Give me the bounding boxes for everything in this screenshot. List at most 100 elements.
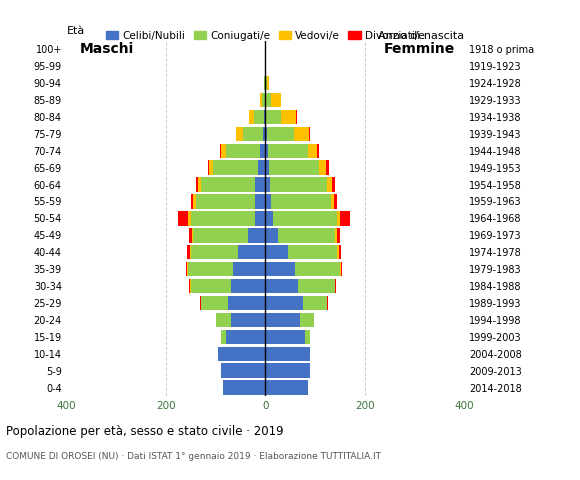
Text: COMUNE DI OROSEI (NU) · Dati ISTAT 1° gennaio 2019 · Elaborazione TUTTITALIA.IT: COMUNE DI OROSEI (NU) · Dati ISTAT 1° ge… bbox=[6, 452, 381, 461]
Bar bbox=[269, 160, 319, 175]
Bar bbox=[266, 144, 268, 158]
Bar bbox=[303, 296, 328, 310]
Bar bbox=[235, 127, 243, 141]
Bar bbox=[260, 144, 266, 158]
Bar bbox=[255, 211, 266, 226]
Bar bbox=[305, 330, 310, 344]
Bar bbox=[331, 194, 335, 209]
Bar bbox=[193, 194, 196, 209]
Bar bbox=[317, 144, 319, 158]
Bar bbox=[191, 194, 193, 209]
Bar bbox=[281, 110, 296, 124]
Bar bbox=[294, 127, 309, 141]
Bar bbox=[179, 211, 188, 226]
Bar bbox=[266, 76, 267, 90]
Bar bbox=[186, 262, 187, 276]
Bar bbox=[243, 127, 263, 141]
Bar bbox=[187, 262, 188, 276]
Bar bbox=[328, 178, 332, 192]
Bar bbox=[266, 312, 300, 327]
Bar bbox=[335, 228, 338, 242]
Bar bbox=[220, 363, 266, 378]
Bar bbox=[231, 279, 266, 293]
Bar bbox=[332, 178, 335, 192]
Bar bbox=[266, 178, 270, 192]
Bar bbox=[319, 160, 327, 175]
Bar bbox=[216, 312, 231, 327]
Bar bbox=[268, 144, 307, 158]
Bar bbox=[189, 228, 192, 242]
Bar bbox=[341, 262, 342, 276]
Bar bbox=[340, 211, 350, 226]
Bar bbox=[266, 127, 267, 141]
Bar bbox=[278, 228, 335, 242]
Bar bbox=[188, 211, 191, 226]
Bar bbox=[264, 110, 266, 124]
Text: Femmine: Femmine bbox=[384, 42, 455, 56]
Bar bbox=[191, 245, 238, 259]
Bar bbox=[266, 245, 288, 259]
Bar bbox=[338, 228, 340, 242]
Bar bbox=[327, 160, 329, 175]
Bar bbox=[201, 296, 228, 310]
Text: Popolazione per età, sesso e stato civile · 2019: Popolazione per età, sesso e stato civil… bbox=[6, 425, 284, 438]
Bar bbox=[191, 211, 255, 226]
Bar bbox=[249, 110, 255, 124]
Bar bbox=[263, 127, 266, 141]
Bar bbox=[266, 110, 281, 124]
Bar bbox=[335, 194, 337, 209]
Bar bbox=[213, 160, 258, 175]
Bar bbox=[189, 279, 190, 293]
Bar bbox=[264, 76, 266, 90]
Bar bbox=[193, 228, 248, 242]
Bar bbox=[266, 279, 298, 293]
Bar bbox=[226, 144, 260, 158]
Bar bbox=[201, 178, 255, 192]
Bar bbox=[266, 380, 307, 395]
Bar bbox=[220, 144, 226, 158]
Bar bbox=[338, 211, 340, 226]
Bar bbox=[191, 279, 231, 293]
Bar bbox=[295, 262, 340, 276]
Bar bbox=[231, 312, 266, 327]
Bar bbox=[248, 228, 266, 242]
Bar bbox=[266, 160, 269, 175]
Bar bbox=[300, 312, 314, 327]
Bar bbox=[288, 245, 338, 259]
Bar bbox=[255, 194, 266, 209]
Legend: Celibi/Nubili, Coniugati/e, Vedovi/e, Divorziati/e: Celibi/Nubili, Coniugati/e, Vedovi/e, Di… bbox=[102, 26, 429, 45]
Bar bbox=[266, 330, 305, 344]
Bar bbox=[209, 160, 213, 175]
Bar bbox=[339, 245, 342, 259]
Bar bbox=[307, 144, 317, 158]
Bar bbox=[267, 127, 294, 141]
Bar bbox=[196, 194, 255, 209]
Text: Maschi: Maschi bbox=[79, 42, 133, 56]
Bar bbox=[192, 228, 193, 242]
Bar bbox=[262, 93, 265, 107]
Bar bbox=[208, 160, 209, 175]
Bar bbox=[273, 211, 338, 226]
Bar bbox=[267, 76, 269, 90]
Bar bbox=[228, 296, 266, 310]
Text: Età: Età bbox=[67, 26, 85, 36]
Bar bbox=[220, 330, 226, 344]
Bar bbox=[266, 194, 271, 209]
Bar bbox=[340, 262, 341, 276]
Text: Anno di nascita: Anno di nascita bbox=[378, 31, 464, 41]
Bar bbox=[190, 245, 191, 259]
Bar bbox=[309, 127, 310, 141]
Bar bbox=[270, 178, 328, 192]
Bar bbox=[266, 228, 278, 242]
Bar bbox=[196, 178, 198, 192]
Bar bbox=[266, 296, 303, 310]
Bar bbox=[298, 279, 335, 293]
Bar bbox=[255, 110, 264, 124]
Bar bbox=[338, 245, 339, 259]
Bar bbox=[271, 93, 281, 107]
Bar bbox=[260, 93, 262, 107]
Bar bbox=[187, 245, 190, 259]
Bar bbox=[238, 245, 266, 259]
Bar bbox=[223, 380, 266, 395]
Bar bbox=[266, 347, 310, 361]
